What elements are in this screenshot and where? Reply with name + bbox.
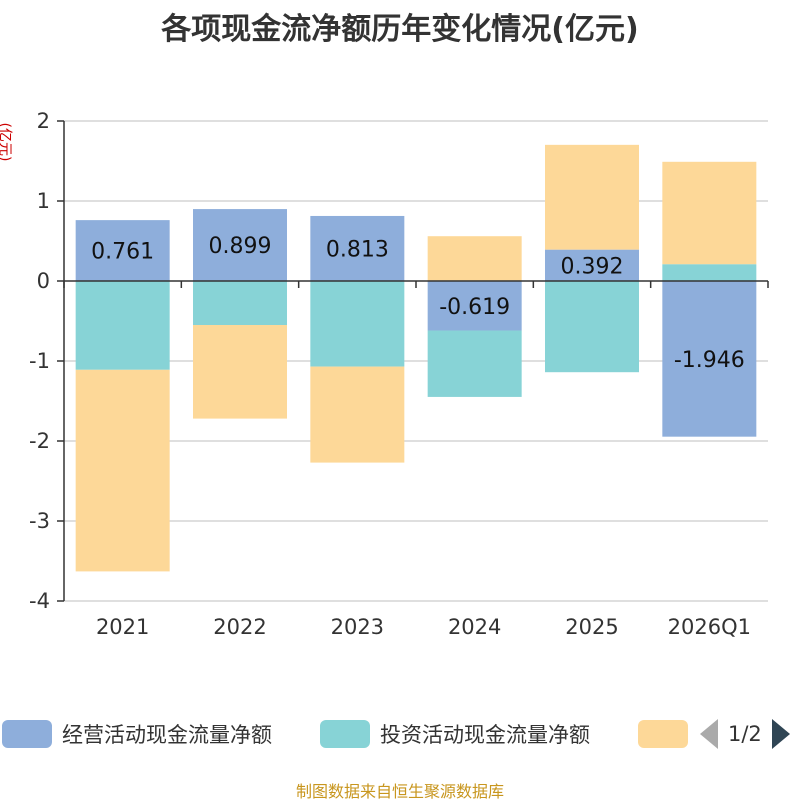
bar-series2-2025 <box>545 144 639 250</box>
pager-prev-icon[interactable] <box>700 719 718 749</box>
legend-label-investing: 投资活动现金流量净额 <box>380 723 590 747</box>
bar-series2-2022 <box>193 325 287 419</box>
bar-series0-2023 <box>310 215 405 281</box>
label-layer: 0.761 0.899 0.813 -0.619 0.392 -1.946 <box>91 234 745 373</box>
x-tick-label: 2024 <box>448 615 501 639</box>
bar-series1-2023 <box>310 281 405 367</box>
x-tick-label: 2021 <box>96 615 149 639</box>
legend: 经营活动现金流量净额 投资活动现金流量净额 <box>0 716 800 752</box>
bar-series1-2026Q1 <box>662 264 757 281</box>
bar-series0-2026Q1 <box>662 281 757 437</box>
y-tick-label: -3 <box>29 509 50 533</box>
grid-layer <box>64 120 768 602</box>
pager-next-icon[interactable] <box>771 719 790 749</box>
bar-series2-2024 <box>427 236 522 281</box>
legend-item-operating[interactable]: 经营活动现金流量净额 <box>2 716 272 752</box>
legend-item-financing[interactable] <box>638 716 688 752</box>
x-tick-label: 2023 <box>331 615 384 639</box>
data-label-2023: 0.813 <box>326 237 389 262</box>
y-tick-label: 0 <box>37 269 50 293</box>
bar-series0-2022 <box>193 209 287 281</box>
x-tick-label: 2025 <box>565 615 618 639</box>
y-tick-label: -4 <box>29 589 50 613</box>
x-tick-label: 2022 <box>213 615 266 639</box>
bar-series1-2025 <box>545 281 639 373</box>
data-label-2025: 0.392 <box>561 254 624 279</box>
bar-series1-2021 <box>75 281 170 370</box>
data-label-2021: 0.761 <box>91 240 154 265</box>
bar-series2-2021 <box>75 369 170 572</box>
data-label-2026Q1: -1.946 <box>674 348 745 373</box>
y-tick-label: -2 <box>29 429 50 453</box>
chart-plot: 2 1 0 -1 -2 -3 -4 2021 2022 2023 2024 2025 2026Q1 0.… <box>29 109 769 639</box>
axis-layer: 2 1 0 -1 -2 -3 -4 2021 2022 2023 2024 2025 2026Q1 <box>29 109 769 639</box>
y-tick-label: 1 <box>37 189 50 213</box>
bar-series1-2024 <box>427 330 522 397</box>
bar-series2-2023 <box>310 366 405 463</box>
bar-series0-2025 <box>545 249 639 281</box>
x-tick-label: 2026Q1 <box>668 615 751 639</box>
legend-swatch-financing <box>638 720 688 748</box>
chart-title: 各项现金流净额历年变化情况(亿元) <box>161 12 639 47</box>
data-label-2022: 0.899 <box>209 234 272 259</box>
legend-item-investing[interactable]: 投资活动现金流量净额 <box>320 716 590 752</box>
legend-pager: 1/2 <box>700 716 790 752</box>
legend-label-operating: 经营活动现金流量净额 <box>62 723 272 747</box>
source-note: 制图数据来自恒生聚源数据库 <box>295 782 504 801</box>
legend-swatch-investing <box>320 720 370 748</box>
y-tick-label: -1 <box>29 349 50 373</box>
bar-series0-2024 <box>427 281 522 331</box>
bar-series0-2021 <box>75 220 170 281</box>
y-tick-label: 2 <box>37 109 50 133</box>
pager-page-indicator: 1/2 <box>728 722 762 746</box>
bar-series2-2026Q1 <box>662 161 757 265</box>
bar-layer <box>75 144 757 572</box>
legend-swatch-operating <box>2 720 52 748</box>
data-label-2024: -0.619 <box>439 295 510 320</box>
bar-series1-2022 <box>193 281 287 325</box>
